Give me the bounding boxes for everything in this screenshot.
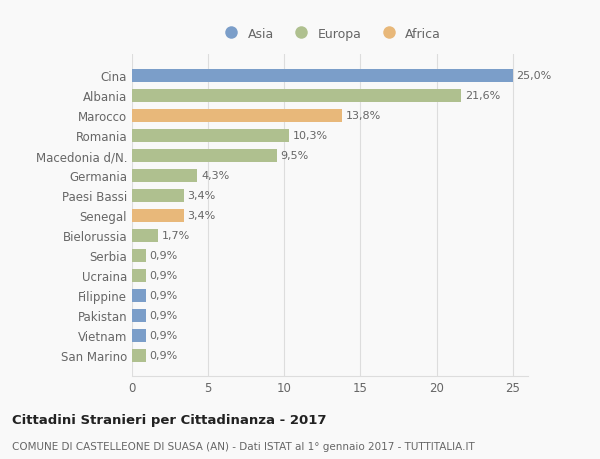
Text: 0,9%: 0,9%: [149, 350, 178, 360]
Bar: [132, 209, 184, 222]
Bar: [132, 269, 146, 282]
Text: 0,9%: 0,9%: [149, 291, 178, 301]
Bar: [132, 329, 146, 342]
Text: 3,4%: 3,4%: [188, 211, 216, 221]
Text: 4,3%: 4,3%: [202, 171, 230, 181]
Bar: [132, 129, 289, 142]
Text: Cittadini Stranieri per Cittadinanza - 2017: Cittadini Stranieri per Cittadinanza - 2…: [12, 413, 326, 426]
Text: 25,0%: 25,0%: [517, 71, 552, 81]
Bar: [132, 110, 342, 123]
Text: 1,7%: 1,7%: [162, 231, 190, 241]
Text: 0,9%: 0,9%: [149, 270, 178, 280]
Bar: [132, 90, 461, 102]
Legend: Asia, Europa, Africa: Asia, Europa, Africa: [214, 23, 446, 46]
Text: 21,6%: 21,6%: [465, 91, 500, 101]
Bar: [132, 249, 146, 262]
Bar: [132, 189, 184, 202]
Bar: [132, 70, 513, 83]
Bar: [132, 289, 146, 302]
Bar: [132, 309, 146, 322]
Text: 0,9%: 0,9%: [149, 330, 178, 340]
Text: 9,5%: 9,5%: [281, 151, 309, 161]
Bar: [132, 150, 277, 162]
Text: 0,9%: 0,9%: [149, 310, 178, 320]
Text: 10,3%: 10,3%: [293, 131, 328, 141]
Bar: [132, 349, 146, 362]
Bar: [132, 169, 197, 182]
Text: 3,4%: 3,4%: [188, 191, 216, 201]
Text: COMUNE DI CASTELLEONE DI SUASA (AN) - Dati ISTAT al 1° gennaio 2017 - TUTTITALIA: COMUNE DI CASTELLEONE DI SUASA (AN) - Da…: [12, 441, 475, 451]
Bar: [132, 229, 158, 242]
Text: 0,9%: 0,9%: [149, 251, 178, 261]
Text: 13,8%: 13,8%: [346, 111, 381, 121]
